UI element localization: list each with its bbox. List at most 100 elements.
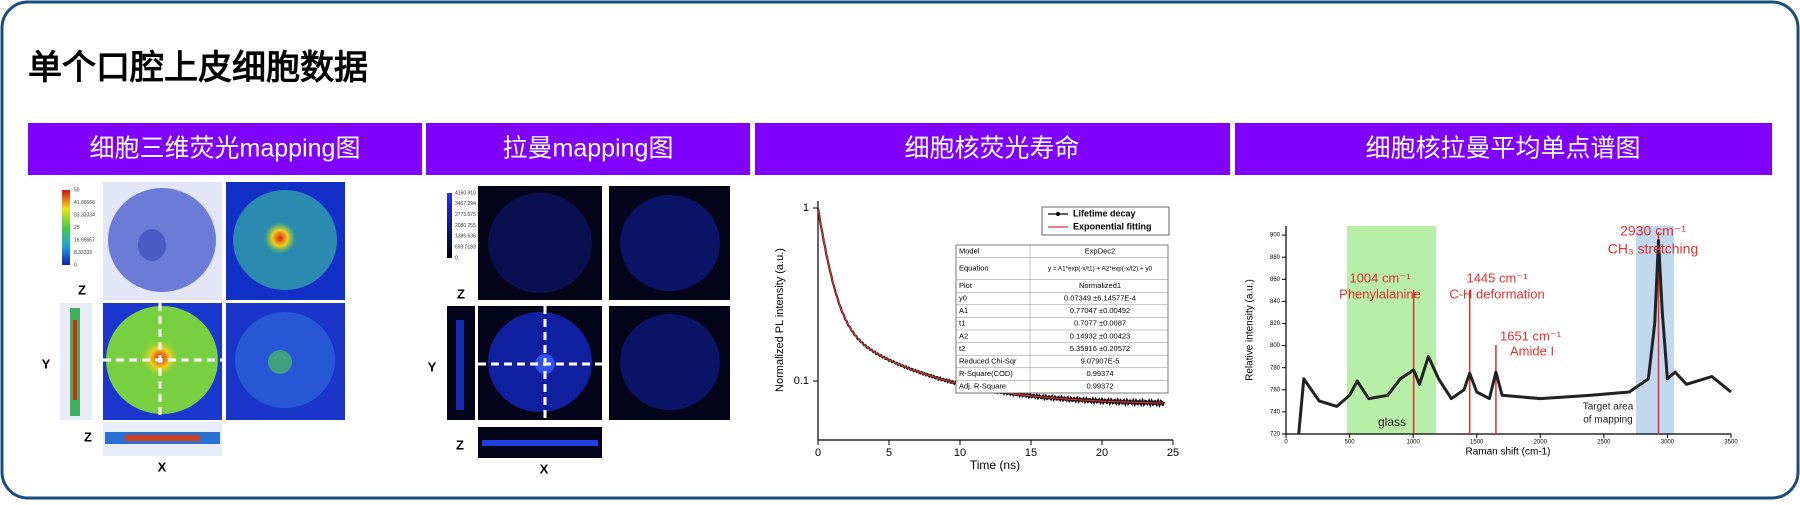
header-text: 细胞核荧光寿命	[904, 135, 1079, 163]
x-tick-label: 1000	[1406, 440, 1420, 446]
y-tick-label: 1	[803, 202, 809, 214]
colorbar-label: 1386.636	[455, 234, 476, 240]
table-box	[955, 244, 1169, 394]
fluorescence-map: Z Y Z X	[42, 182, 345, 474]
title: 单个口腔上皮细胞数据	[28, 49, 368, 87]
annotation: 1445 cm⁻¹	[1466, 270, 1528, 285]
table-cell: Equation	[959, 264, 989, 273]
header-cell	[426, 123, 750, 175]
annotation: 1004 cm⁻¹	[1349, 270, 1411, 285]
spectrum	[1297, 239, 1732, 435]
axis-label: Y	[42, 356, 51, 371]
y-label: Normalized PL intensity (a.u.)	[774, 248, 786, 392]
annotation: C-H deformation	[1449, 286, 1544, 301]
table-cell: 0.07349 ±6.14577E-4	[1064, 293, 1136, 302]
annotation: CH₃ stretching	[1608, 241, 1699, 257]
y-tick-label: 740	[1270, 409, 1281, 415]
colorbar-label: 50	[74, 187, 80, 193]
colorbar-label: 16.66667	[74, 237, 95, 243]
raman-map: Z Y Z X	[428, 186, 730, 476]
y-tick-label: 880	[1270, 255, 1281, 261]
axis-label: Z	[78, 282, 86, 297]
y-tick-label: 760	[1270, 387, 1281, 393]
annotation: 2930 cm⁻¹	[1620, 223, 1686, 239]
table-cell: 0.14932 ±0.00423	[1070, 331, 1130, 340]
cell	[620, 195, 720, 291]
table-cell: Model	[959, 246, 980, 255]
axis-label: X	[540, 461, 549, 476]
x-tick-label: 0	[815, 447, 821, 459]
x-label: Time (ns)	[970, 458, 1020, 472]
x-tick-label: 2000	[1534, 440, 1548, 446]
table-cell: t1	[959, 319, 965, 328]
annotation: Phenylalanine	[1339, 286, 1421, 301]
header-cell	[1235, 123, 1772, 175]
annotation: Amide I	[1510, 343, 1554, 358]
header-text: 细胞核拉曼平均单点谱图	[1365, 135, 1640, 163]
y-tick-label: 840	[1270, 299, 1281, 305]
table-cell: Adj. R-Square	[959, 382, 1006, 391]
x-tick-label: 20	[1096, 447, 1108, 459]
band	[456, 320, 464, 410]
y-tick-label: 800	[1270, 343, 1281, 349]
axis-label: Z	[84, 429, 92, 444]
band	[73, 320, 77, 400]
y-tick-label: 0.1	[794, 375, 809, 387]
table-cell: 0.77047 ±0.00492	[1070, 306, 1130, 315]
axis-label: Z	[456, 437, 464, 452]
y-tick-label: 860	[1270, 277, 1281, 283]
x-tick-label: 5	[886, 447, 892, 459]
header-cell	[28, 123, 422, 175]
band	[125, 435, 200, 441]
annotation: 1651 cm⁻¹	[1500, 328, 1562, 343]
table-cell: y = A1*exp(-x/t1) + A2*exp(-x/t2) + y0	[1048, 265, 1153, 272]
band	[482, 440, 598, 446]
table-cell: y0	[959, 293, 967, 302]
table-cell: t2	[959, 344, 965, 353]
x-tick-label: 15	[1025, 447, 1037, 459]
nucleus	[138, 229, 166, 261]
y-tick-label: 720	[1270, 432, 1281, 438]
colorbar-label: 25	[74, 225, 80, 231]
x-tick-label: 25	[1167, 447, 1179, 459]
x-tick-label: 3000	[1661, 440, 1675, 446]
x-tick-label: 1500	[1470, 440, 1484, 446]
colorbar-label: 41.66666	[74, 200, 95, 206]
table-cell: R-Square(COD)	[959, 369, 1013, 378]
annotation: glass	[1378, 415, 1406, 429]
x-tick-label: 0	[1284, 440, 1288, 446]
colorbar	[62, 190, 70, 265]
nucleus	[268, 350, 292, 374]
table-cell: Plot	[959, 281, 973, 290]
y-tick-label: 820	[1270, 321, 1281, 327]
x-label: Raman shift (cm-1)	[1465, 447, 1550, 458]
legend-text: Lifetime decay	[1073, 208, 1136, 218]
cell	[620, 314, 720, 410]
lifetime-plot: Normalized PL intensity (a.u.) Time (ns)…	[774, 201, 1179, 472]
cell	[488, 193, 592, 293]
fit-table: Model ExpDec2 Equation y = A1*exp(-x/t1) + …	[955, 244, 1169, 394]
header-text: 拉曼mapping图	[503, 135, 674, 163]
table-cell: 0.99372	[1086, 382, 1113, 391]
table-cell: ExpDec2	[1085, 246, 1115, 255]
raman-plot: Relative intensity (a.u.) Raman shift (c…	[1245, 223, 1739, 458]
colorbar-label: 0	[455, 255, 458, 261]
x-tick-label: 10	[954, 447, 966, 459]
header-bar: 细胞三维荧光mapping图 拉曼mapping图 细胞核荧光寿命 细胞核拉曼平…	[28, 123, 1772, 175]
table-cell: Reduced Chi-Sqr	[959, 356, 1017, 365]
x-tick-label: 2500	[1597, 440, 1611, 446]
glass-region	[1347, 226, 1436, 434]
legend-key	[1056, 212, 1060, 216]
colorbar-label: 8.33333	[74, 250, 92, 256]
annotation: Target area	[1583, 402, 1634, 413]
header-cell	[755, 123, 1230, 175]
y-tick-label: 780	[1270, 365, 1281, 371]
axis-label: Y	[428, 359, 437, 374]
table-cell: 5.35916 ±0.20572	[1070, 344, 1130, 353]
colorbar-label: 2773.675	[455, 212, 476, 218]
nucleus	[264, 222, 296, 254]
legend-text: Exponential fitting	[1073, 221, 1152, 231]
colorbar-label: 2080.255	[455, 223, 476, 229]
header-text: 细胞三维荧光mapping图	[90, 135, 361, 163]
y-label: Relative intensity (a.u.)	[1245, 279, 1256, 381]
